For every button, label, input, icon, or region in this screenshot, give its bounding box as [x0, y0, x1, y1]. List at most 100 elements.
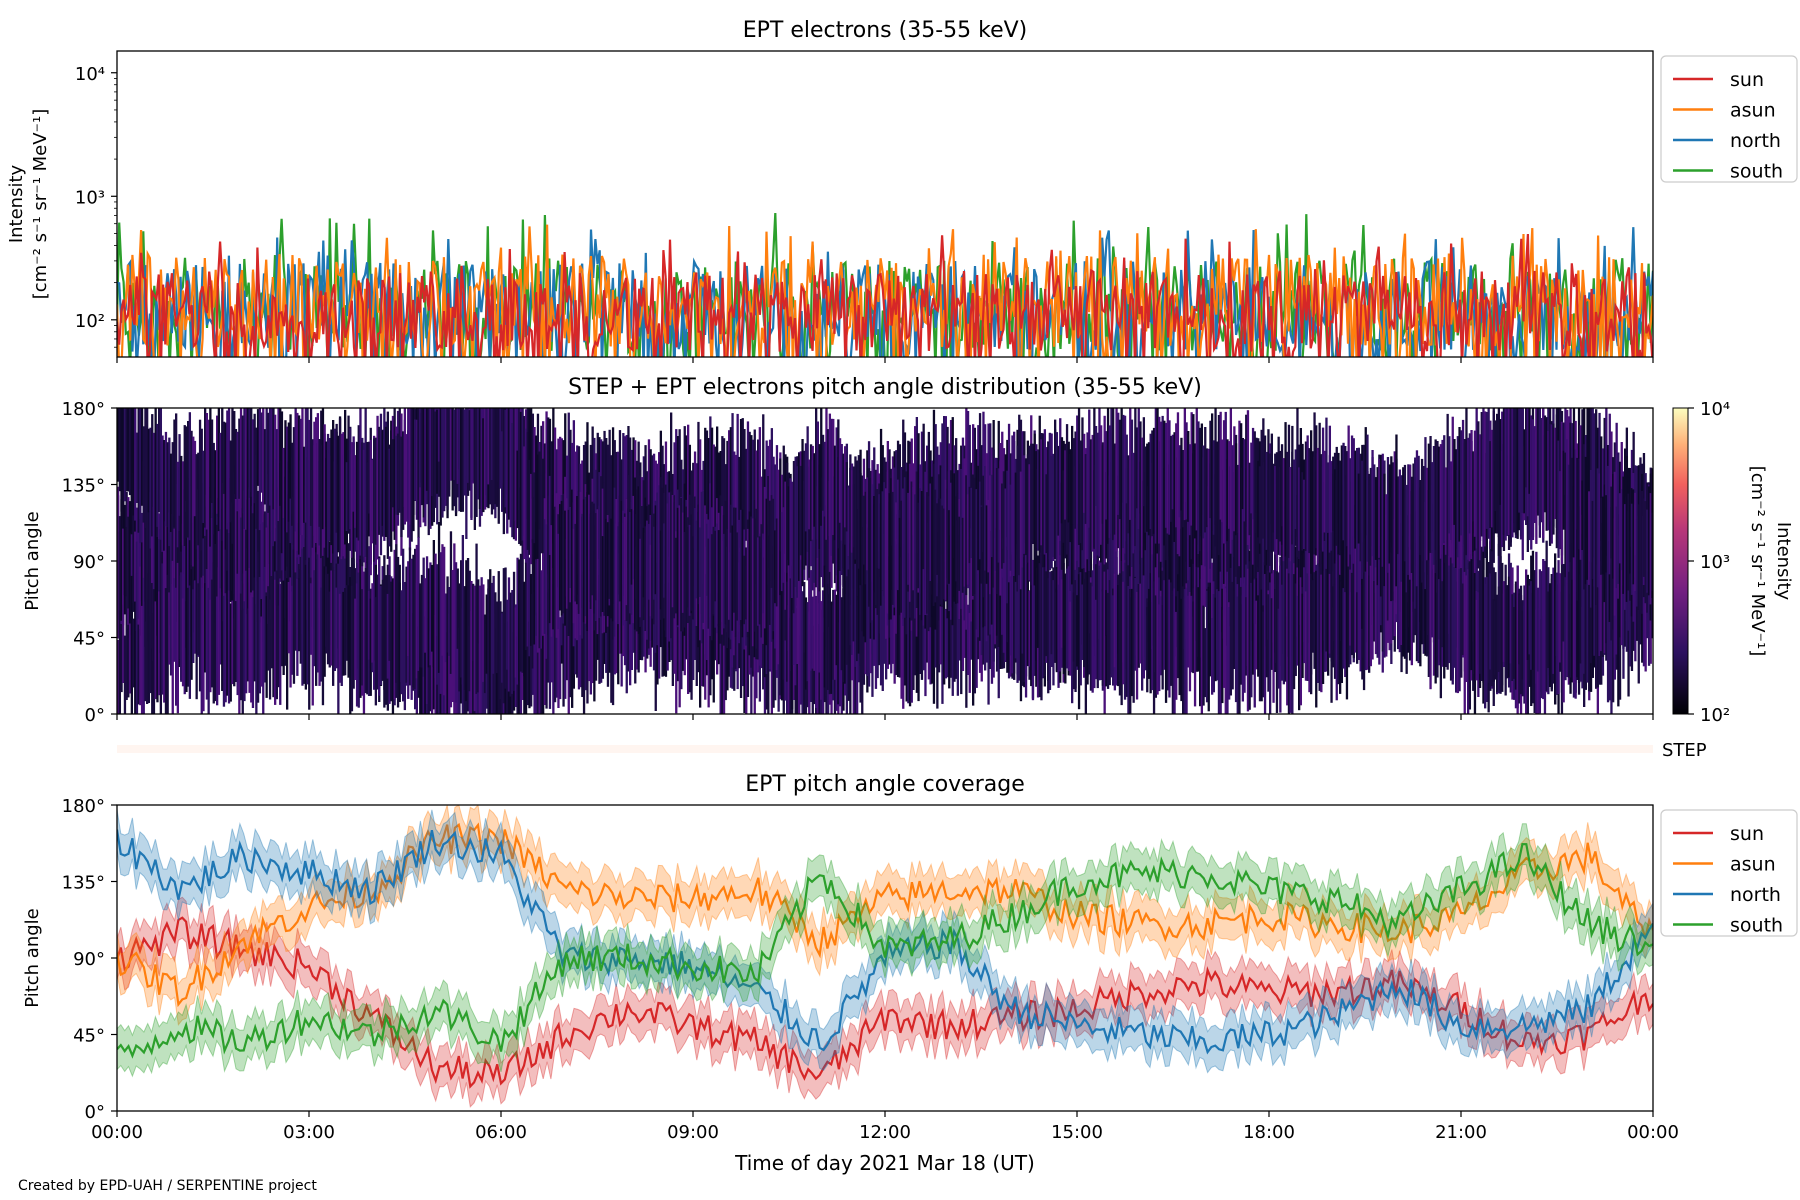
heatmap-cell: [412, 408, 415, 532]
panel1-ylabel-line2: [cm⁻² s⁻¹ sr⁻¹ MeV⁻¹]: [30, 109, 51, 300]
heatmap-cell: [1557, 440, 1560, 558]
heatmap-cell: [1065, 424, 1069, 555]
heatmap-cell: [658, 485, 661, 621]
heatmap-cell: [519, 553, 523, 672]
heatmap-cell: [176, 562, 180, 714]
heatmap-cell: [354, 598, 357, 680]
heatmap-cell: [857, 509, 861, 654]
heatmap-cell: [577, 594, 581, 690]
heatmap-cell: [1533, 426, 1536, 505]
heatmap-cell: [1226, 439, 1229, 542]
heatmap-cell: [540, 604, 543, 714]
heatmap-cell: [181, 598, 185, 687]
heatmap-cell: [1489, 441, 1492, 528]
heatmap-cell: [700, 600, 704, 687]
heatmap-cell: [528, 459, 531, 555]
heatmap-cell: [605, 438, 608, 555]
heatmap-cell: [670, 491, 673, 639]
heatmap-cell: [1470, 554, 1473, 671]
heatmap-cell: [980, 506, 983, 584]
heatmap-cell: [722, 581, 726, 714]
heatmap-cell: [132, 509, 135, 612]
heatmap-cell: [222, 421, 226, 494]
heatmap-cell: [618, 553, 622, 654]
heatmap-cell: [815, 408, 818, 548]
heatmap-cell: [589, 513, 593, 609]
heatmap-cell: [1077, 408, 1081, 545]
heatmap-cell: [1071, 584, 1074, 704]
heatmap-cell: [670, 412, 673, 557]
heatmap-cell: [548, 475, 552, 589]
heatmap-cell: [458, 583, 461, 692]
heatmap-cell: [786, 462, 789, 573]
heatmap-cell: [472, 408, 475, 482]
heatmap-cell: [366, 607, 369, 695]
heatmap-cell: [931, 476, 934, 617]
heatmap-cell: [1424, 586, 1427, 656]
heatmap-cell: [801, 591, 804, 702]
heatmap-cell: [596, 509, 599, 635]
heatmap-cell: [166, 442, 169, 528]
heatmap-cell: [458, 408, 461, 512]
heatmap-cell: [253, 577, 256, 682]
heatmap-cell: [1417, 528, 1420, 664]
heatmap-cell: [1106, 408, 1110, 544]
heatmap-cell: [658, 563, 661, 679]
heatmap-cell: [1287, 424, 1291, 558]
heatmap-cell: [1420, 469, 1424, 583]
heatmap-cell: [332, 553, 335, 686]
heatmap-cell: [502, 568, 506, 704]
heatmap-cell: [705, 523, 709, 596]
panel3-ylabel: Pitch angle: [22, 908, 43, 1007]
heatmap-cell: [1207, 486, 1210, 583]
legend-label-sun: sun: [1730, 823, 1764, 845]
heatmap-cell: [937, 583, 941, 673]
heatmap-cell: [552, 503, 555, 630]
heatmap-cell: [565, 569, 569, 681]
series-line-asun: [117, 224, 1653, 357]
heatmap-cell: [1330, 461, 1333, 533]
heatmap-cell: [1560, 539, 1564, 693]
heatmap-cell: [212, 442, 215, 535]
heatmap-cell: [681, 512, 685, 613]
heatmap-cell: [582, 571, 586, 714]
series-line-south: [117, 842, 1653, 1059]
heatmap-cell: [1236, 516, 1239, 666]
heatmap-cell: [835, 594, 838, 666]
heatmap-cell: [171, 584, 174, 714]
colorbar-label: Intensity: [1773, 522, 1794, 601]
heatmap-cell: [1031, 559, 1035, 701]
heatmap-cell: [1603, 484, 1606, 603]
heatmap-cell: [562, 493, 565, 614]
heatmap-cell: [303, 480, 306, 569]
footer-credit: Created by EPD-UAH / SERPENTINE project: [18, 1178, 317, 1194]
heatmap-cell: [598, 472, 601, 618]
heatmap-cell: [1385, 514, 1388, 657]
heatmap-cell: [1173, 432, 1176, 542]
heatmap-cell: [366, 462, 369, 531]
series-band-north: [117, 809, 1653, 1074]
heatmap-cell: [250, 592, 253, 703]
heatmap-cell: [120, 408, 123, 512]
heatmap-cell: [118, 531, 122, 620]
heatmap-cell: [838, 438, 842, 523]
heatmap-cell: [656, 525, 659, 626]
heatmap-cell: [1197, 421, 1200, 554]
heatmap-cell: [1001, 431, 1004, 535]
heatmap-cell: [1221, 439, 1224, 523]
heatmap-cell: [724, 464, 727, 535]
heatmap-cell: [1175, 482, 1178, 597]
heatmap-cell: [1282, 458, 1286, 562]
heatmap-cell: [603, 482, 606, 616]
heatmap-cell: [1002, 538, 1006, 653]
heatmap-cell: [1612, 549, 1615, 630]
heatmap-cell: [523, 590, 526, 677]
heatmap-cell: [630, 509, 634, 585]
heatmap-cell: [1103, 571, 1106, 714]
heatmap-cell: [946, 560, 949, 678]
heatmap-cell: [335, 587, 338, 669]
heatmap-cell: [164, 588, 168, 714]
heatmap-cell: [589, 444, 593, 571]
heatmap-cell: [466, 408, 470, 483]
heatmap-cell: [253, 466, 256, 605]
